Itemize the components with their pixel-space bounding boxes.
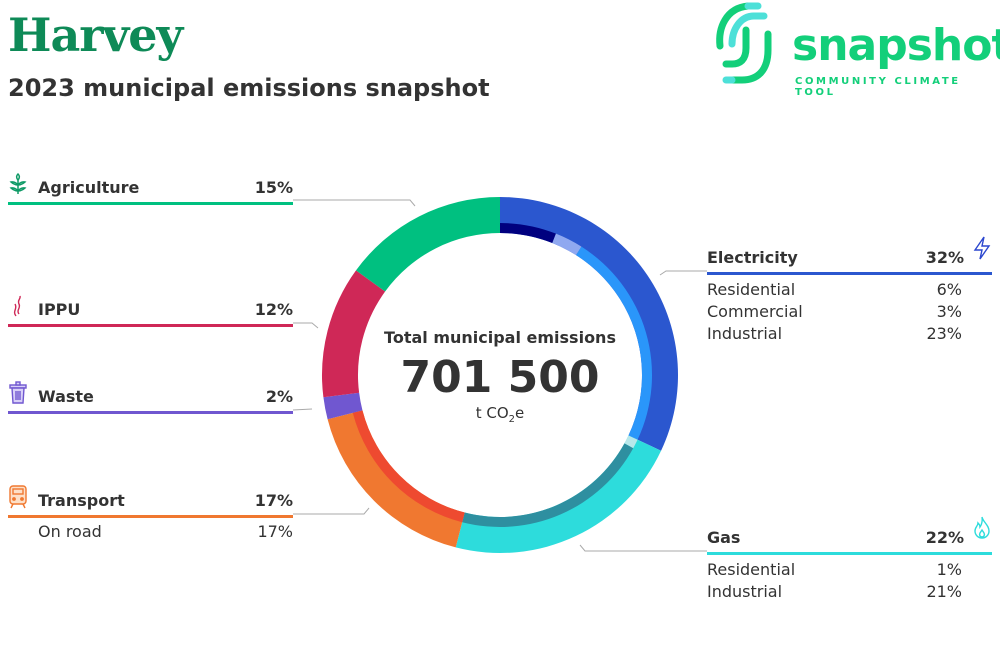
label-electricity: Electricity 32% [707, 236, 992, 275]
sub-electricity-residential: Residential 6% [707, 280, 962, 299]
page-subtitle: 2023 municipal emissions snapshot [8, 74, 490, 102]
label-transport: Transport 17% [8, 485, 293, 518]
center-label: Total municipal emissions [384, 328, 616, 347]
flame-icon [974, 516, 990, 539]
slice-electricity [500, 197, 678, 451]
leader-transport [293, 507, 370, 515]
subslice-electricity-industrial [576, 246, 652, 440]
transport-underline [8, 515, 293, 518]
lightning-icon [973, 236, 991, 260]
ippu-underline [8, 324, 293, 327]
label-gas: Gas 22% [707, 516, 992, 555]
gas-underline [707, 552, 992, 555]
slice-waste [323, 392, 363, 420]
waste-underline [8, 411, 293, 414]
leader-ippu [293, 322, 319, 329]
sub-electricity-commercial: Commercial 3% [707, 302, 962, 321]
subslice-gas-industrial [462, 443, 634, 527]
sub-gas-residential: Residential 1% [707, 560, 962, 579]
subslice-gas-residential [624, 435, 638, 449]
page-title: Harvey [8, 8, 183, 62]
leader-agriculture [293, 199, 416, 207]
leader-waste [292, 408, 313, 411]
smoke-icon [13, 295, 21, 317]
emissions-unit: t CO2e [475, 404, 525, 425]
sub-gas-industrial: Industrial 21% [707, 582, 962, 601]
subslice-electricity-residential [500, 223, 556, 243]
total-emissions-value: 701 500 [400, 352, 600, 403]
wheat-icon [9, 172, 27, 194]
logo-wordmark: snapshot [792, 20, 1000, 71]
leader-electricity [659, 270, 707, 276]
logo-tagline: COMMUNITY CLIMATE TOOL [795, 76, 961, 98]
slice-agriculture [355, 197, 500, 292]
trash-icon [9, 381, 27, 404]
electricity-underline [707, 272, 992, 275]
label-ippu: IPPU 12% [8, 295, 293, 327]
label-agriculture: Agriculture 15% [8, 172, 293, 205]
subslice-transport-on-road [352, 410, 465, 523]
subslice-electricity-commercial [552, 233, 582, 256]
slice-ippu [322, 270, 386, 398]
sub-electricity-industrial: Industrial 23% [707, 324, 962, 343]
agriculture-underline [8, 202, 293, 205]
leader-gas [579, 544, 707, 552]
sub-transport-on-road: On road 17% [38, 522, 293, 541]
train-icon [9, 485, 27, 509]
label-waste: Waste 2% [8, 381, 293, 414]
snapshot-logo-icon [716, 2, 772, 84]
